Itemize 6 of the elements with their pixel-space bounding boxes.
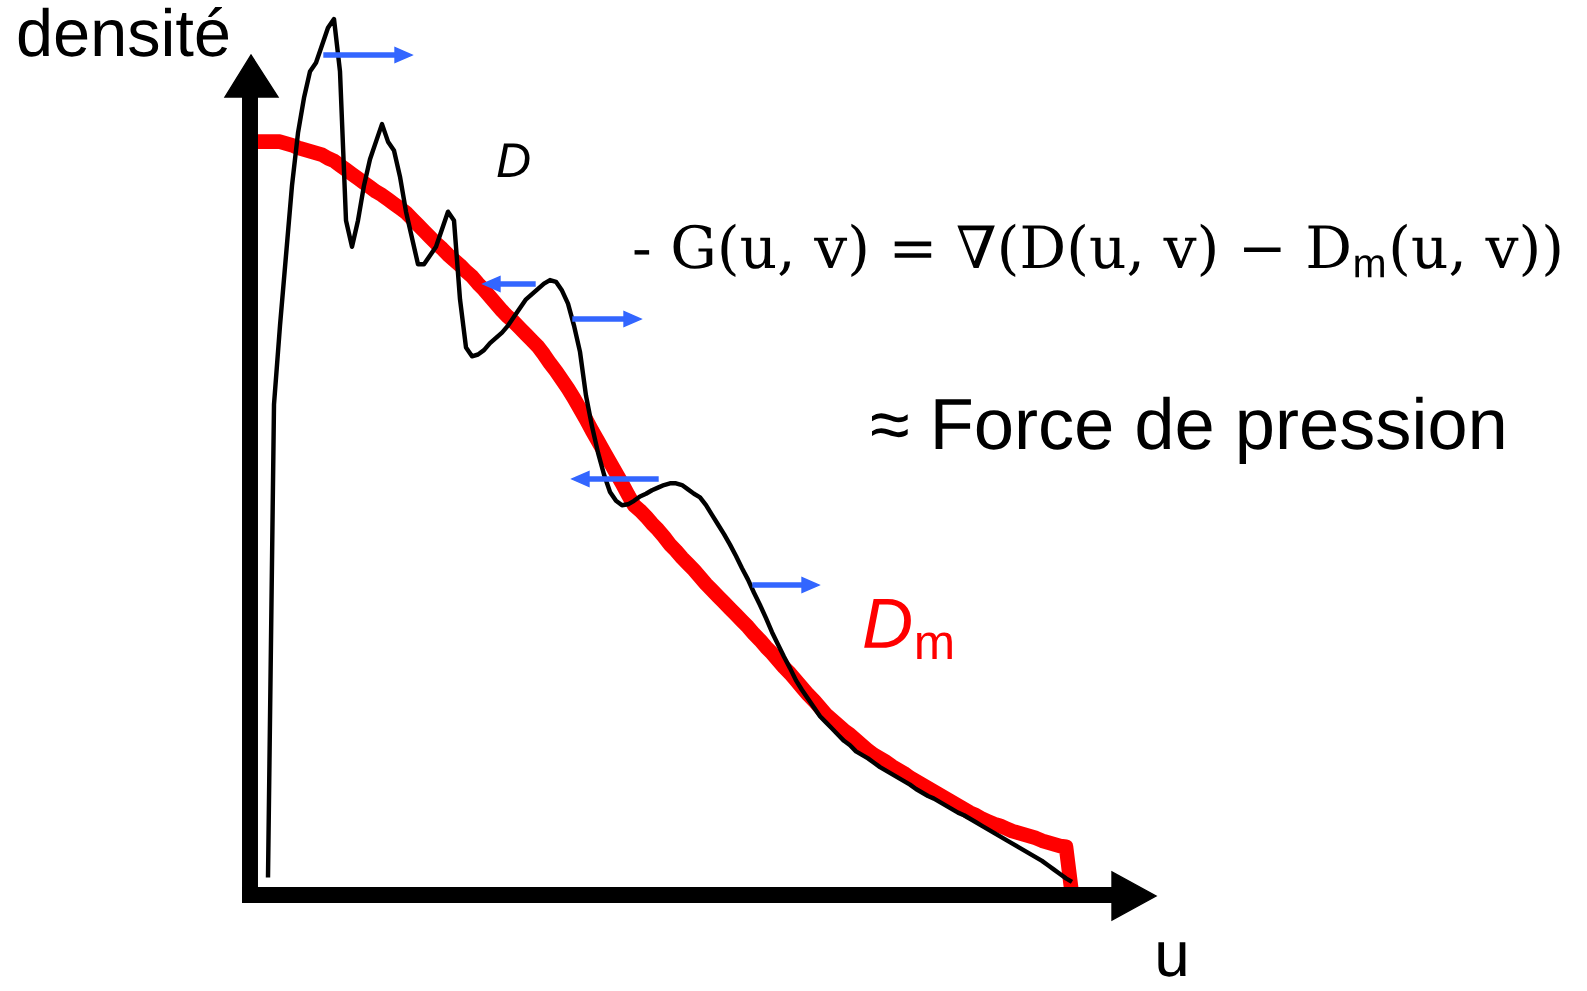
- x-axis-title: u: [1158, 942, 1186, 977]
- y-axis-title: densité: [18, 6, 229, 57]
- series-label: D$_{m}$: [864, 599, 952, 660]
- series-label: D: [497, 143, 530, 177]
- annotation: ≈ Force de pression: [871, 396, 1504, 464]
- annotation: - G(u, v) = ∇(D(u, v) − D$_{m}$(u, v)): [634, 223, 1560, 278]
